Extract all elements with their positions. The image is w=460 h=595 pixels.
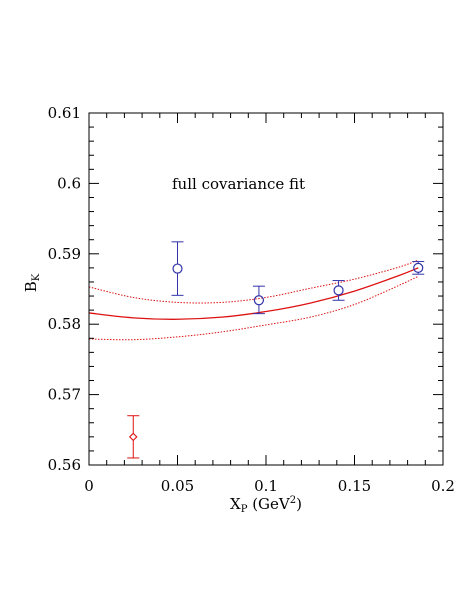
y-axis-title-group: BK (22, 273, 42, 292)
fit-annotation: full covariance fit (172, 175, 305, 193)
fit-curves (88, 259, 419, 341)
circle-marker (333, 285, 344, 296)
y-axis-title-main: B (22, 281, 40, 292)
x-tick-label: 0.2 (431, 477, 455, 495)
data-point (412, 261, 425, 275)
circle-marker (413, 262, 424, 273)
tick-labels: 0 0.05 0.1 0.15 0.2 0.56 0.57 0.58 0.59 0.6 0.61 (48, 104, 455, 495)
y-tick-label: 0.6 (57, 174, 81, 192)
x-axis-title-units-close: ) (296, 495, 302, 513)
fit-curve-error-band (88, 275, 419, 341)
data-point (252, 285, 265, 315)
x-axis-title: XP (GeV2) (230, 495, 302, 515)
y-tick-label: 0.59 (48, 245, 81, 263)
circle-marker (172, 263, 183, 274)
data-point (332, 280, 345, 301)
data-point (171, 241, 184, 296)
fit-curve-central (88, 267, 419, 320)
y-tick-label: 0.61 (48, 104, 81, 122)
data-point (127, 415, 140, 459)
fit-curve-error-band (88, 259, 419, 304)
y-axis-title-sub: K (31, 273, 42, 281)
x-axis-title-sub: P (241, 504, 248, 515)
y-tick-label: 0.58 (48, 315, 81, 333)
circle-marker (253, 295, 265, 306)
x-tick-label: 0 (84, 477, 94, 495)
axis-ticks (88, 112, 444, 466)
x-axis-title-sup: 2 (290, 495, 296, 506)
y-tick-label: 0.57 (48, 386, 81, 404)
y-tick-label: 0.56 (48, 456, 81, 474)
x-tick-label: 0.1 (254, 477, 278, 495)
x-tick-label: 0.05 (161, 477, 194, 495)
x-axis-title-main: X (230, 495, 241, 513)
data-points (127, 241, 425, 459)
diamond-marker (128, 432, 138, 442)
y-axis-title: BK (22, 273, 42, 292)
x-tick-label: 0.15 (338, 477, 371, 495)
x-axis-title-units: (GeV (247, 495, 290, 513)
